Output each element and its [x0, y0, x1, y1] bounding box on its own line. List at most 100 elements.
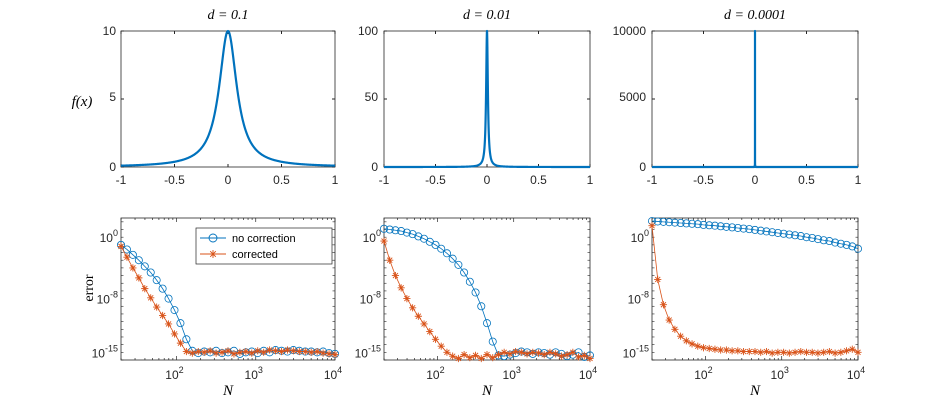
marker-circle: [488, 337, 497, 346]
marker-circle: [705, 221, 714, 230]
ytick-exponent: -8: [110, 290, 118, 300]
marker-circle: [152, 276, 161, 285]
marker-circle: [825, 237, 834, 246]
marker-star: [386, 256, 394, 264]
xtick-label: 102: [426, 365, 444, 382]
marker-star: [454, 354, 462, 363]
marker-circle: [146, 268, 155, 277]
axes-box: [383, 217, 591, 361]
marker-circle: [762, 227, 771, 236]
marker-star: [437, 342, 445, 350]
xtick-label: 103: [503, 365, 521, 382]
series-line-no-correction: [651, 220, 859, 250]
marker-star: [529, 348, 537, 356]
xtick-label: -1: [647, 173, 658, 187]
marker-star: [477, 354, 485, 363]
ytick-base: 10: [97, 293, 111, 307]
marker-circle: [659, 217, 668, 226]
marker-star: [409, 304, 417, 312]
marker-star: [414, 312, 422, 320]
marker-star: [449, 352, 457, 360]
marker-star: [557, 352, 565, 360]
marker-circle: [676, 218, 685, 227]
marker-star: [762, 347, 771, 356]
marker-star: [648, 222, 656, 230]
ytick-label: 0: [639, 160, 646, 174]
marker-star: [283, 346, 292, 354]
ytick-base: 10: [623, 346, 637, 360]
ylabel-error: error: [82, 274, 97, 302]
ytick-label: 100: [358, 24, 378, 38]
marker-star: [129, 264, 137, 272]
marker-circle: [813, 235, 822, 244]
axes-box: [651, 217, 859, 361]
marker-star: [489, 354, 497, 362]
ytick-label: 0: [109, 160, 116, 174]
top-row-ticks: -1 -0.5 0 0.5 1 0 5 10 -1 -0.5 0 0.5 1 0…: [103, 24, 862, 187]
marker-circle: [653, 217, 662, 226]
title-panel-1: d = 0.1: [208, 8, 249, 23]
xtick-label: 0: [484, 173, 491, 187]
marker-star: [380, 237, 388, 245]
marker-circle: [699, 220, 708, 229]
ytick-label: 10-8: [628, 290, 649, 307]
ytick-base: 10: [628, 293, 642, 307]
title-panel-2: d = 0.01: [463, 8, 511, 23]
marker-star: [182, 347, 190, 356]
marker-circle: [751, 225, 760, 234]
ytick-label: 10-15: [355, 343, 381, 360]
marker-star: [307, 348, 315, 356]
marker-circle: [688, 219, 697, 228]
marker-circle: [391, 226, 400, 235]
marker-star: [797, 347, 805, 356]
marker-star: [176, 339, 185, 347]
marker-circle: [158, 284, 167, 293]
marker-star: [426, 328, 434, 336]
marker-star: [277, 347, 286, 356]
marker-circle: [728, 223, 737, 232]
marker-circle: [454, 260, 463, 269]
ytick-exponent: -8: [373, 290, 381, 300]
ytick-label: 5000: [619, 90, 646, 104]
marker-circle: [831, 238, 840, 247]
marker-circle: [716, 222, 725, 231]
ytick-exponent: 0: [644, 228, 649, 238]
marker-star: [517, 348, 525, 356]
ytick-label: 10-8: [360, 290, 381, 307]
marker-circle: [802, 233, 811, 242]
xtick-label: 1: [587, 173, 594, 187]
xtick-label: 102: [694, 365, 712, 382]
xtick-exponent: 4: [860, 365, 865, 375]
marker-star: [534, 349, 543, 357]
ytick-label: 100: [100, 228, 118, 245]
marker-star: [734, 347, 742, 355]
marker-circle: [693, 220, 702, 229]
marker-star: [820, 348, 828, 356]
series-line-fx: [651, 29, 859, 169]
marker-star: [569, 348, 577, 356]
marker-star: [506, 350, 514, 358]
ytick-label: 0: [371, 160, 378, 174]
marker-star: [460, 351, 468, 359]
marker-star: [301, 347, 309, 356]
ytick-base: 10: [360, 293, 374, 307]
marker-circle: [848, 242, 857, 251]
marker-circle: [745, 225, 754, 234]
xtick-label: 1: [332, 173, 339, 187]
ytick-label: 5: [109, 90, 116, 104]
xtick-exponent: 3: [258, 365, 263, 375]
marker-circle: [460, 268, 469, 277]
series-line-fx: [120, 29, 336, 167]
series-line-no-correction: [383, 228, 591, 358]
xtick-label: 104: [324, 365, 342, 382]
ytick-exponent: 0: [376, 228, 381, 238]
marker-star: [831, 349, 839, 357]
ytick-label: 10-15: [92, 343, 118, 360]
xtick-label: 104: [847, 365, 865, 382]
marker-circle: [471, 288, 480, 297]
marker-star: [586, 354, 594, 363]
marker-circle: [785, 230, 794, 239]
marker-circle: [170, 306, 179, 315]
